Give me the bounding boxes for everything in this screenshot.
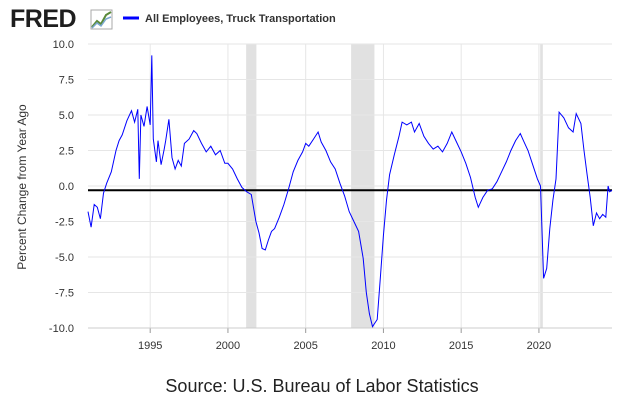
y-axis-title: Percent Change from Year Ago <box>15 104 29 270</box>
y-tick-label: -2.5 <box>55 217 74 229</box>
logo-text: FRED <box>10 5 76 33</box>
x-tick-label: 2010 <box>371 340 395 352</box>
x-tick-label: 2005 <box>293 340 317 352</box>
legend: All Employees, Truck Transportation <box>123 13 336 25</box>
chart-line-icon <box>90 9 113 30</box>
legend-label: All Employees, Truck Transportation <box>145 13 336 25</box>
y-tick-label: 0.0 <box>59 181 74 193</box>
y-tick-label: 7.5 <box>59 75 74 87</box>
y-axis-ticks: 10.0 7.5 5.0 2.5 0.0 -2.5 -5.0 -7.5 -10.0 <box>49 39 74 335</box>
fred-logo[interactable]: FRED <box>10 5 113 33</box>
gridlines <box>88 43 612 329</box>
y-tick-label: 10.0 <box>53 39 74 51</box>
y-tick-label: 2.5 <box>59 146 74 158</box>
y-tick-label: 5.0 <box>59 110 74 122</box>
series-line <box>87 55 613 328</box>
x-tick-label: 1995 <box>138 340 162 352</box>
x-tick-label: 2015 <box>449 340 473 352</box>
y-tick-label: -7.5 <box>55 288 74 300</box>
x-tick-label: 2020 <box>527 340 551 352</box>
y-tick-label: -10.0 <box>49 323 74 335</box>
source-note: Source: U.S. Bureau of Labor Statistics <box>165 376 478 396</box>
y-tick-label: -5.0 <box>55 252 74 264</box>
x-tick-label: 2000 <box>216 340 240 352</box>
x-axis-ticks: 1995 2000 2005 2010 2015 2020 <box>88 327 612 352</box>
